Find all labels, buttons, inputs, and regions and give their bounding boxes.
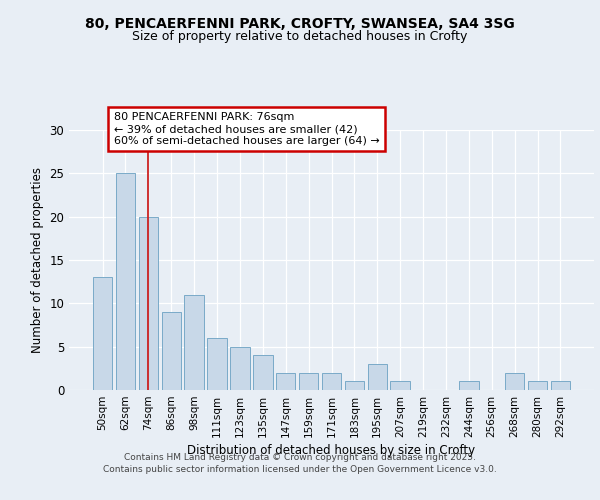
Bar	[528, 382, 547, 390]
Text: Contains public sector information licensed under the Open Government Licence v3: Contains public sector information licen…	[103, 466, 497, 474]
Bar	[391, 382, 410, 390]
Bar	[184, 294, 204, 390]
X-axis label: Distribution of detached houses by size in Crofty: Distribution of detached houses by size …	[187, 444, 476, 457]
Bar	[93, 278, 112, 390]
Bar	[161, 312, 181, 390]
Bar	[344, 382, 364, 390]
Bar	[551, 382, 570, 390]
Text: Contains HM Land Registry data © Crown copyright and database right 2025.: Contains HM Land Registry data © Crown c…	[124, 453, 476, 462]
Y-axis label: Number of detached properties: Number of detached properties	[31, 167, 44, 353]
Bar	[230, 346, 250, 390]
Bar	[368, 364, 387, 390]
Bar	[116, 174, 135, 390]
Bar	[276, 372, 295, 390]
Bar	[299, 372, 319, 390]
Bar	[505, 372, 524, 390]
Text: 80 PENCAERFENNI PARK: 76sqm
← 39% of detached houses are smaller (42)
60% of sem: 80 PENCAERFENNI PARK: 76sqm ← 39% of det…	[114, 112, 380, 146]
Bar	[253, 356, 272, 390]
Bar	[139, 216, 158, 390]
Text: 80, PENCAERFENNI PARK, CROFTY, SWANSEA, SA4 3SG: 80, PENCAERFENNI PARK, CROFTY, SWANSEA, …	[85, 18, 515, 32]
Bar	[459, 382, 479, 390]
Bar	[322, 372, 341, 390]
Text: Size of property relative to detached houses in Crofty: Size of property relative to detached ho…	[133, 30, 467, 43]
Bar	[208, 338, 227, 390]
